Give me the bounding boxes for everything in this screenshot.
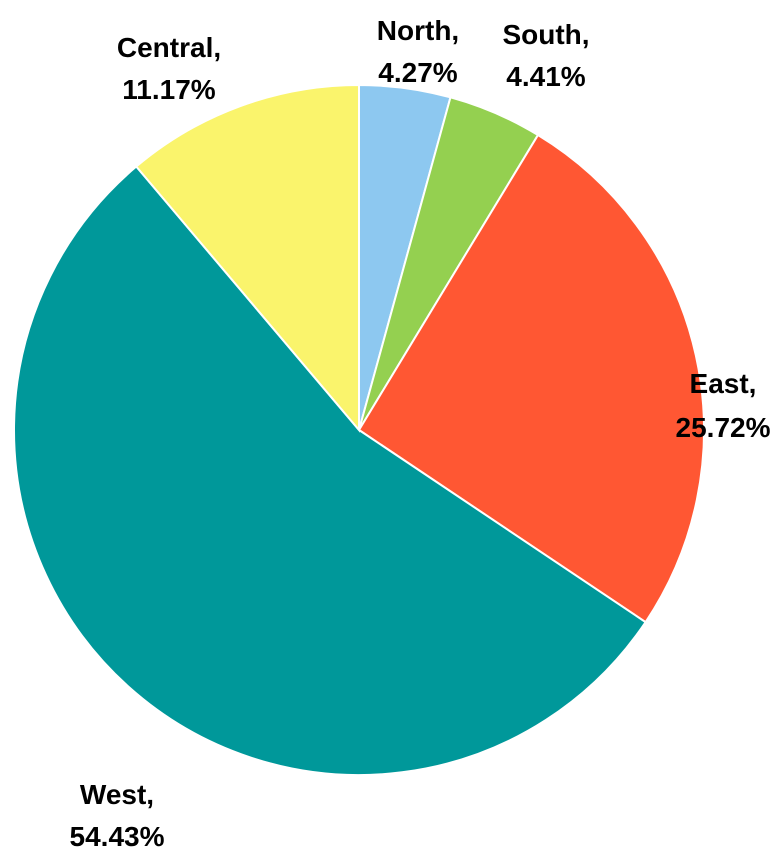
slice-label-north-value: 4.27% [378,57,457,88]
slice-label-south-value: 4.41% [506,61,585,92]
slice-label-west-name: West, [80,779,154,810]
slice-label-north-name: North, [377,15,459,46]
pie-slices [13,83,705,776]
slice-label-central-value: 11.17% [122,74,216,105]
slice-label-south: South, 4.41% [502,19,589,92]
slice-label-central: Central, 11.17% [117,32,221,105]
slice-label-north: North, 4.27% [377,15,459,88]
slice-label-east-name: East, [690,368,757,399]
slice-label-south-name: South, [502,19,589,50]
slice-label-central-name: Central, [117,32,221,63]
slice-label-east-value: 25.72% [676,412,771,443]
slice-label-east: East, 25.72% [676,368,771,443]
slice-label-west-value: 54.43% [70,821,165,852]
slice-label-west: West, 54.43% [70,779,165,852]
pie-slice-west [13,165,647,776]
pie-slice-central [134,83,360,433]
pie-slice-east [357,133,705,624]
